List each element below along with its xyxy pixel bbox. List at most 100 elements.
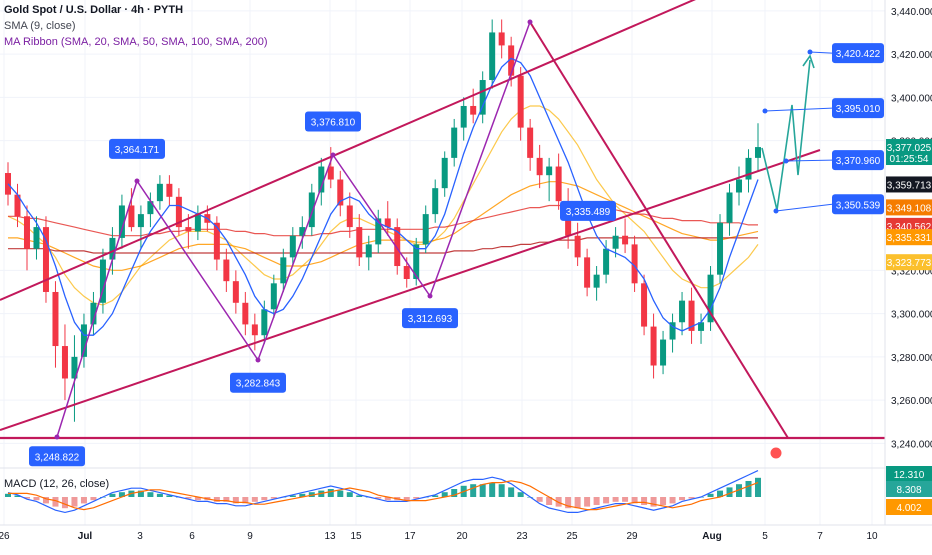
candle [318, 157, 325, 206]
price-scale-text: 3,323.773 [887, 258, 932, 269]
forecast-point [783, 158, 789, 164]
candle-body [52, 291, 59, 347]
forecast-label-box [832, 194, 884, 215]
macd-histogram-bar [498, 484, 505, 497]
candle [451, 118, 458, 167]
candle [185, 214, 192, 249]
candle-body [156, 183, 163, 202]
candle [90, 291, 97, 336]
sma-legend[interactable]: SMA (9, close) [4, 20, 76, 32]
candle-body [517, 75, 524, 128]
candle [147, 192, 154, 228]
candle [603, 240, 610, 284]
macd-histogram-bar [546, 497, 553, 505]
candle [137, 205, 144, 249]
candle-body [555, 166, 562, 202]
candle-body [441, 157, 448, 189]
forecast-arrow-icon [802, 54, 815, 69]
candle-body [280, 257, 287, 284]
candle-body [308, 192, 315, 228]
candle-body [508, 45, 515, 76]
x-tick-label: 23 [516, 531, 528, 542]
symbol-title[interactable]: Gold Spot / U.S. Dollar · 4h · PYTH [4, 4, 184, 16]
candle-body [403, 266, 410, 279]
candle-body [33, 227, 40, 249]
y-tick-label: 3,240.000 [891, 439, 932, 450]
macd-histogram-bar [432, 495, 439, 497]
macd-histogram-bar [80, 497, 87, 504]
price-scale-badge [886, 229, 932, 246]
candle-body [726, 192, 733, 223]
macd-histogram-bar [726, 487, 733, 497]
candle [289, 227, 296, 267]
candle-body [489, 32, 496, 81]
macd-histogram-bar [622, 497, 629, 502]
candle-body [755, 147, 761, 158]
macd-histogram-bar [441, 492, 448, 497]
price-callout-box [230, 372, 286, 393]
candle-body [251, 324, 258, 336]
macd-histogram-bar [403, 497, 410, 501]
macd-legend[interactable]: MACD (12, 26, close) [4, 478, 110, 490]
candle-body [289, 235, 296, 258]
macd-histogram-bar [375, 497, 382, 499]
price-scale-text: 3,335.331 [887, 233, 932, 244]
swing-point [255, 357, 261, 363]
macd-histogram-bar [109, 493, 116, 497]
candle-body [527, 127, 534, 158]
candle [80, 313, 87, 368]
candle-body [536, 157, 543, 176]
price-callout-text: 3,248.822 [35, 452, 80, 463]
candle-body [422, 214, 429, 245]
macd-histogram-bar [270, 497, 277, 499]
candle [384, 201, 391, 236]
candle-body [80, 324, 87, 357]
candle [736, 166, 743, 206]
candle [489, 19, 496, 89]
forecast-label-text: 3,350.539 [836, 200, 881, 211]
candle [346, 192, 353, 238]
candle-body [185, 227, 192, 232]
macd-histogram-bar [489, 482, 496, 497]
x-tick-label: 29 [626, 531, 638, 542]
candle-body [679, 300, 686, 323]
macd-histogram-bar [156, 493, 163, 497]
x-tick-label: 26 [0, 531, 10, 542]
candle-body [641, 283, 648, 327]
candle [118, 194, 125, 249]
price-scale-text: 3,349.108 [887, 203, 932, 214]
candle [650, 313, 657, 379]
forecast-point [807, 49, 813, 55]
macd-histogram-bar [384, 497, 391, 501]
swing-point [427, 293, 433, 299]
candle-body [603, 248, 610, 275]
candle [679, 291, 686, 336]
candle [375, 209, 382, 254]
macd-scale-text: 12.310 [894, 470, 925, 481]
candle [42, 216, 49, 303]
candle-body [147, 201, 154, 215]
macd-histogram-bar [242, 497, 249, 504]
ribbon-legend[interactable]: MA Ribbon (SMA, 20, SMA, 50, SMA, 100, S… [4, 36, 268, 48]
macd-histogram-bar [584, 497, 591, 507]
y-tick-label: 3,280.000 [891, 353, 932, 364]
macd-histogram-bar [213, 497, 220, 502]
macd-histogram-bar [346, 492, 353, 497]
candle [365, 235, 372, 271]
candle-body [42, 227, 49, 292]
macd-histogram-bar [299, 493, 306, 497]
forecast-connector [809, 51, 833, 54]
x-tick-label: 25 [566, 531, 578, 542]
event-flag-icon [769, 446, 783, 460]
y-tick-label: 3,320.000 [891, 266, 932, 277]
forecast-label-box [832, 150, 884, 171]
candle-body [194, 214, 201, 232]
candle-body [413, 244, 420, 279]
macd-histogram-bar [736, 484, 743, 497]
candle [641, 274, 648, 336]
candle-body [470, 105, 477, 115]
candle [660, 330, 667, 375]
y-tick-label: 3,400.000 [891, 93, 932, 104]
